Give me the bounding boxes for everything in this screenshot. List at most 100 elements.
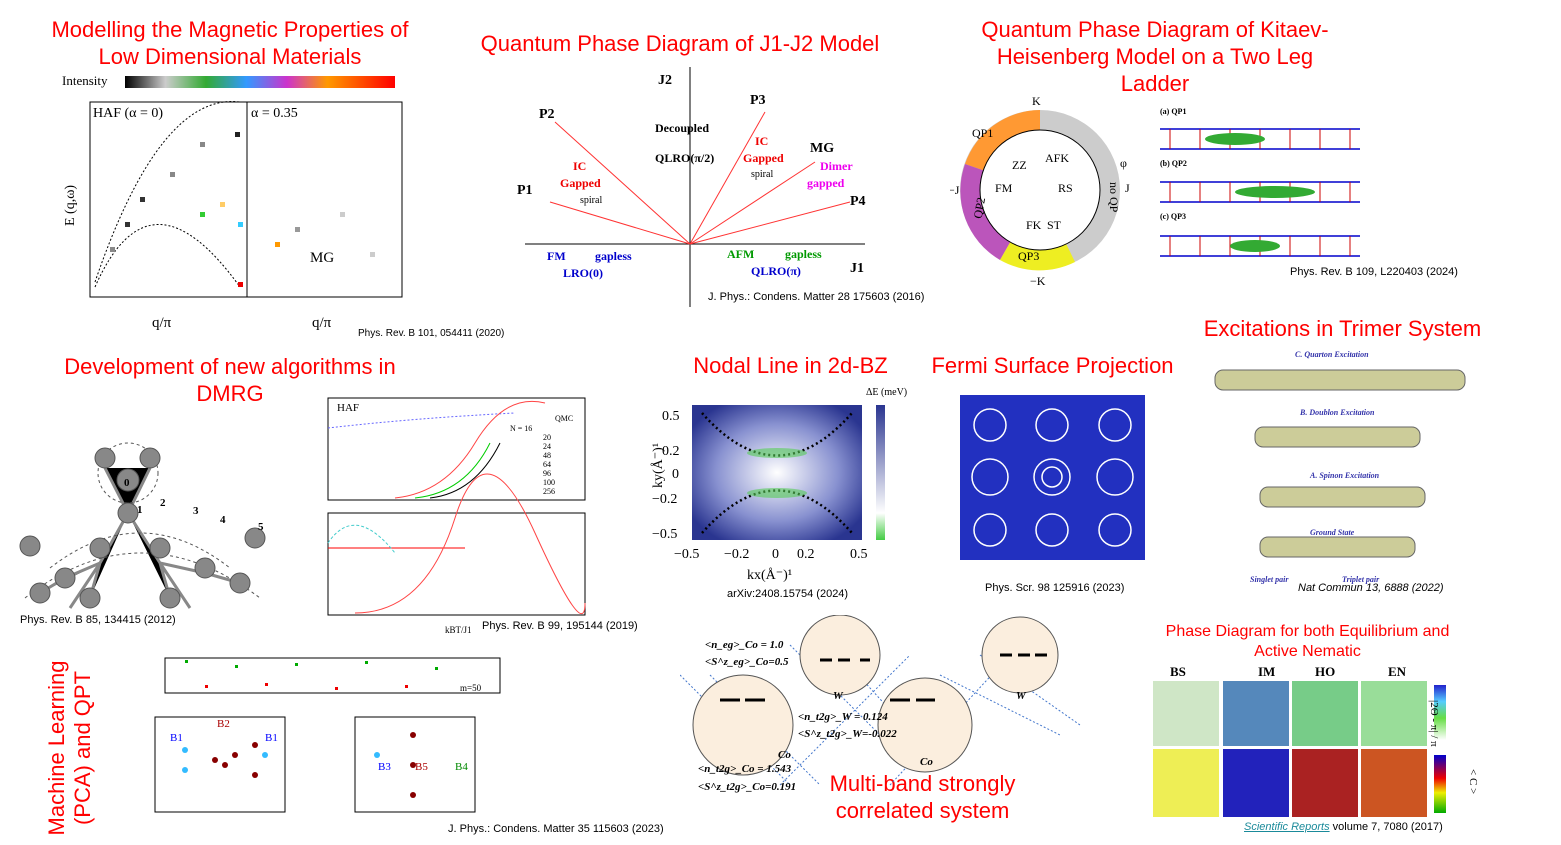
svg-text:0.5: 0.5 (850, 547, 868, 562)
svg-text:BS: BS (1170, 664, 1186, 679)
svg-text:3: 3 (193, 505, 199, 517)
y-axis-label: E (q,ω) (63, 185, 78, 226)
svg-text:64: 64 (543, 460, 551, 469)
citation-dmrg-tree: Phys. Rev. B 85, 134415 (2012) (20, 614, 176, 626)
svg-text:−0.5: −0.5 (674, 547, 699, 562)
svg-text:kBT/J1: kBT/J1 (445, 625, 472, 635)
title-kitaev: Quantum Phase Diagram of Kitaev-Heisenbe… (981, 17, 1329, 96)
svg-text:QMC: QMC (555, 414, 573, 423)
citation-nodal: arXiv:2408.15754 (2024) (727, 588, 849, 600)
svg-text:IC: IC (573, 159, 586, 173)
kitaev-phase-ring: QP1 QP2 QP3 no QP ZZ AFK FM RS FK ST K −K −J Jφ (950, 94, 1130, 287)
citation-j1j2: J. Phys.: Condens. Matter 28 175603 (201… (708, 291, 925, 303)
svg-text:AFM: AFM (727, 247, 754, 261)
svg-text:(b) QP2: (b) QP2 (1160, 159, 1187, 168)
citation-ml: J. Phys.: Condens. Matter 35 115603 (202… (448, 823, 664, 835)
svg-text:B4: B4 (455, 761, 468, 773)
svg-text:B. Doublon Excitation: B. Doublon Excitation (1299, 408, 1375, 417)
svg-text:RS: RS (1058, 181, 1073, 195)
title-multiband: Multi-band strongly correlated system (829, 771, 1016, 823)
svg-text:−J: −J (950, 183, 960, 197)
svg-text:4: 4 (220, 514, 226, 526)
plot-label-haf: HAF (337, 402, 359, 414)
svg-text:2: 2 (160, 497, 166, 509)
svg-text:QLRO(π/2): QLRO(π/2) (655, 151, 714, 165)
x-axis-label-left: q/π (152, 315, 172, 331)
trimer-excitations-figure: C. Quarton Excitation B. Doublon Excitati… (1214, 350, 1466, 584)
svg-text:256: 256 (543, 487, 555, 496)
svg-text:IM: IM (1258, 664, 1275, 679)
svg-text:N = 16: N = 16 (510, 424, 532, 433)
svg-text:1: 1 (137, 504, 143, 516)
svg-text:<n_eg>_Co = 1.0: <n_eg>_Co = 1.0 (705, 639, 784, 651)
svg-text:48: 48 (543, 451, 551, 460)
svg-text:B1: B1 (265, 732, 278, 744)
svg-text:J2: J2 (658, 73, 672, 88)
title-magnetic: Modelling the Magnetic Properties of Low… (51, 17, 409, 69)
svg-text:B5: B5 (415, 761, 428, 773)
svg-text:ΔE (meV): ΔE (meV) (866, 387, 907, 398)
magnetic-spectrum-figure: Intensity HAF (α = 0) α = 0.35 MG E (q,ω… (62, 73, 403, 331)
svg-text:AFK: AFK (1045, 151, 1069, 165)
svg-text:C. Quarton Excitation: C. Quarton Excitation (1295, 350, 1369, 359)
citation-kitaev: Phys. Rev. B 109, L220403 (2024) (1290, 266, 1458, 278)
svg-text:−0.5: −0.5 (652, 527, 677, 542)
multiband-orbital-figure: <n_eg>_Co = 1.0 <S^z_eg>_Co=0.5 <n_t2g>_W … (680, 615, 1081, 793)
svg-text:no QP: no QP (1107, 182, 1121, 213)
svg-text:< C >: < C > (1467, 769, 1479, 794)
svg-text:J: J (1125, 181, 1130, 195)
nematic-phase-figure: BS IM HO EN |2Θ - π| / π < C > (1153, 664, 1479, 817)
svg-text:20: 20 (543, 433, 551, 442)
svg-text:FK: FK (1026, 218, 1042, 232)
svg-text:QLRO(π): QLRO(π) (751, 264, 801, 278)
svg-text:<S^z_t2g>_Co=0.191: <S^z_t2g>_Co=0.191 (698, 781, 796, 793)
svg-text:0: 0 (672, 467, 679, 482)
svg-text:Gapped: Gapped (560, 176, 601, 190)
kitaev-ladder-figure: (a) QP1 (b) QP2 (c) QP3 (1160, 107, 1360, 257)
svg-text:LRO(0): LRO(0) (563, 266, 603, 280)
title-nematic: Phase Diagram for both Equilibrium and A… (1165, 623, 1450, 660)
svg-text:gapless: gapless (595, 249, 632, 263)
title-j1j2: Quantum Phase Diagram of J1-J2 Model (480, 31, 880, 56)
title-fermi: Fermi Surface Projection (931, 353, 1174, 378)
svg-text:<n_t2g>_Co = 1.543: <n_t2g>_Co = 1.543 (698, 763, 792, 775)
svg-text:Co: Co (920, 756, 933, 768)
svg-text:spiral: spiral (751, 169, 773, 180)
j1j2-phase-diagram: P1 P2 P3 P4 MG J2 J1 Decoupled QLRO(π/2) IC Gapp… (517, 67, 866, 307)
x-axis-label-right: q/π (312, 315, 332, 331)
svg-text:Gapped: Gapped (743, 151, 784, 165)
ml-pca-figure: m=50 B1 B2 B1 B3 B5 B4 (154, 657, 501, 813)
svg-text:K: K (1032, 94, 1041, 108)
svg-text:0.2: 0.2 (797, 547, 815, 562)
svg-text:gapless: gapless (785, 247, 822, 261)
svg-text:IC: IC (755, 134, 768, 148)
svg-text:HO: HO (1315, 664, 1335, 679)
energy-colorbar (876, 405, 885, 540)
svg-text:W: W (833, 690, 844, 702)
svg-text:24: 24 (543, 442, 551, 451)
journal-link[interactable]: Scientific Reports (1244, 821, 1330, 833)
svg-text:<S^z_t2g>_W=-0.022: <S^z_t2g>_W=-0.022 (798, 728, 897, 740)
svg-text:Decoupled: Decoupled (655, 121, 709, 135)
citation-magnetic: Phys. Rev. B 101, 054411 (2020) (358, 328, 505, 339)
svg-text:spiral: spiral (580, 195, 602, 206)
svg-text:A. Spinon Excitation: A. Spinon Excitation (1309, 471, 1380, 480)
svg-text:Triplet pair: Triplet pair (1342, 575, 1380, 584)
svg-text:Dimer: Dimer (820, 159, 853, 173)
svg-text:W: W (1016, 690, 1027, 702)
svg-text:ZZ: ZZ (1012, 158, 1027, 172)
svg-text:P4: P4 (850, 194, 866, 209)
svg-text:−K: −K (1030, 274, 1046, 287)
citation-trimer: Nat Commun 13, 6888 (2022) (1298, 582, 1444, 594)
svg-text:0.5: 0.5 (662, 409, 680, 424)
title-dmrg: Development of new algorithms in DMRG (64, 354, 396, 406)
panel-left-label: HAF (α = 0) (93, 106, 163, 121)
svg-text:Singlet pair: Singlet pair (1250, 575, 1289, 584)
citation-nematic: Scientific Reports volume 7, 7080 (2017) (1244, 821, 1443, 833)
svg-text:J1: J1 (850, 261, 864, 276)
citation-text: volume 7, 7080 (2017) (1332, 821, 1443, 833)
svg-text:EN: EN (1388, 664, 1407, 679)
svg-text:(a) QP1: (a) QP1 (1160, 107, 1186, 116)
svg-text:FM: FM (995, 181, 1013, 195)
svg-text:ky(Å⁻)¹: ky(Å⁻)¹ (650, 443, 666, 488)
